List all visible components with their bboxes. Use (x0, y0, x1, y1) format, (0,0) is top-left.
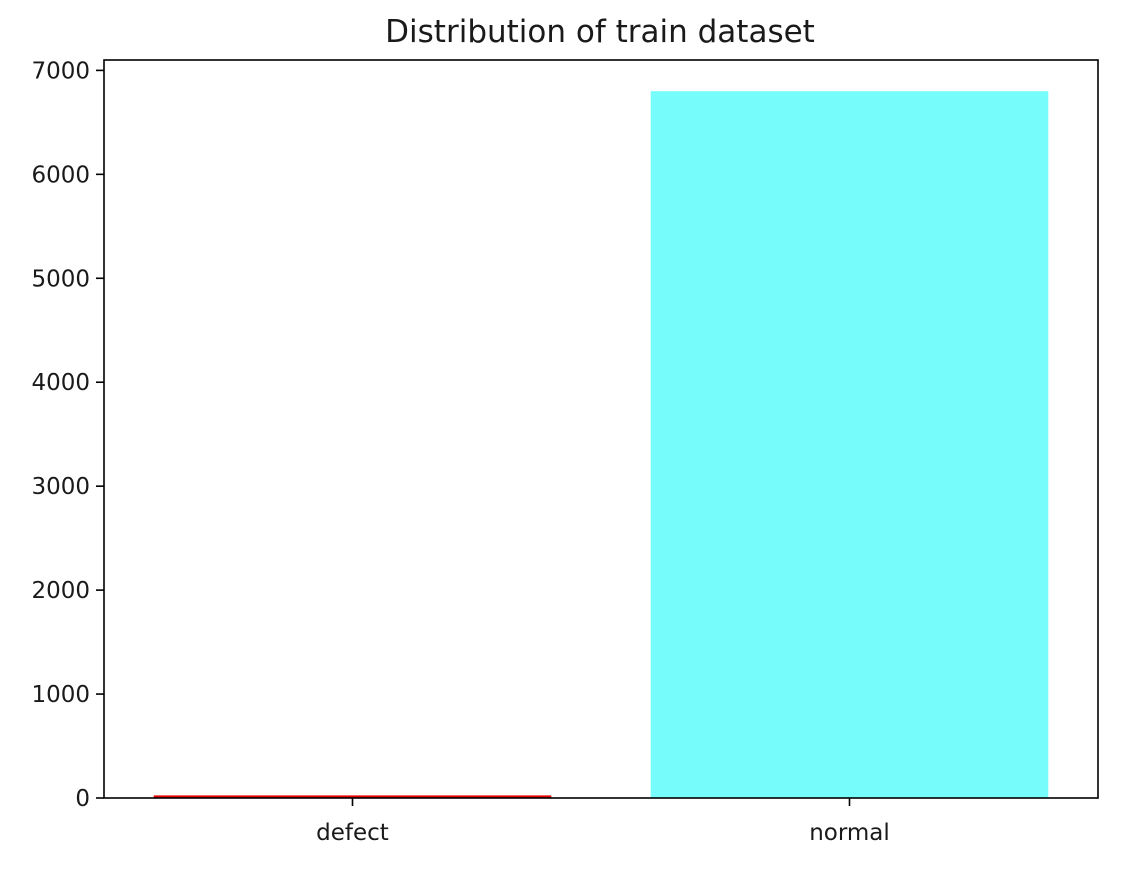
y-tick-label: 1000 (31, 682, 90, 708)
chart-title: Distribution of train dataset (385, 14, 815, 50)
y-tick-label: 2000 (31, 578, 90, 604)
bars-layer (153, 91, 1049, 798)
y-tick-label: 5000 (31, 266, 90, 292)
y-tick-label: 6000 (31, 162, 90, 188)
y-tick-label: 0 (75, 786, 90, 812)
bar-defect (153, 795, 552, 798)
bar-normal (650, 91, 1049, 798)
plot-frame (103, 59, 1099, 799)
x-axis: defect normal (316, 798, 890, 846)
y-axis: 0 1000 2000 3000 4000 5000 6000 7000 (31, 58, 104, 812)
y-tick-label: 7000 (31, 58, 90, 84)
y-tick-label: 3000 (31, 474, 90, 500)
x-tick-label: normal (809, 820, 890, 846)
y-tick-label: 4000 (31, 370, 90, 396)
x-tick-label: defect (316, 820, 389, 846)
